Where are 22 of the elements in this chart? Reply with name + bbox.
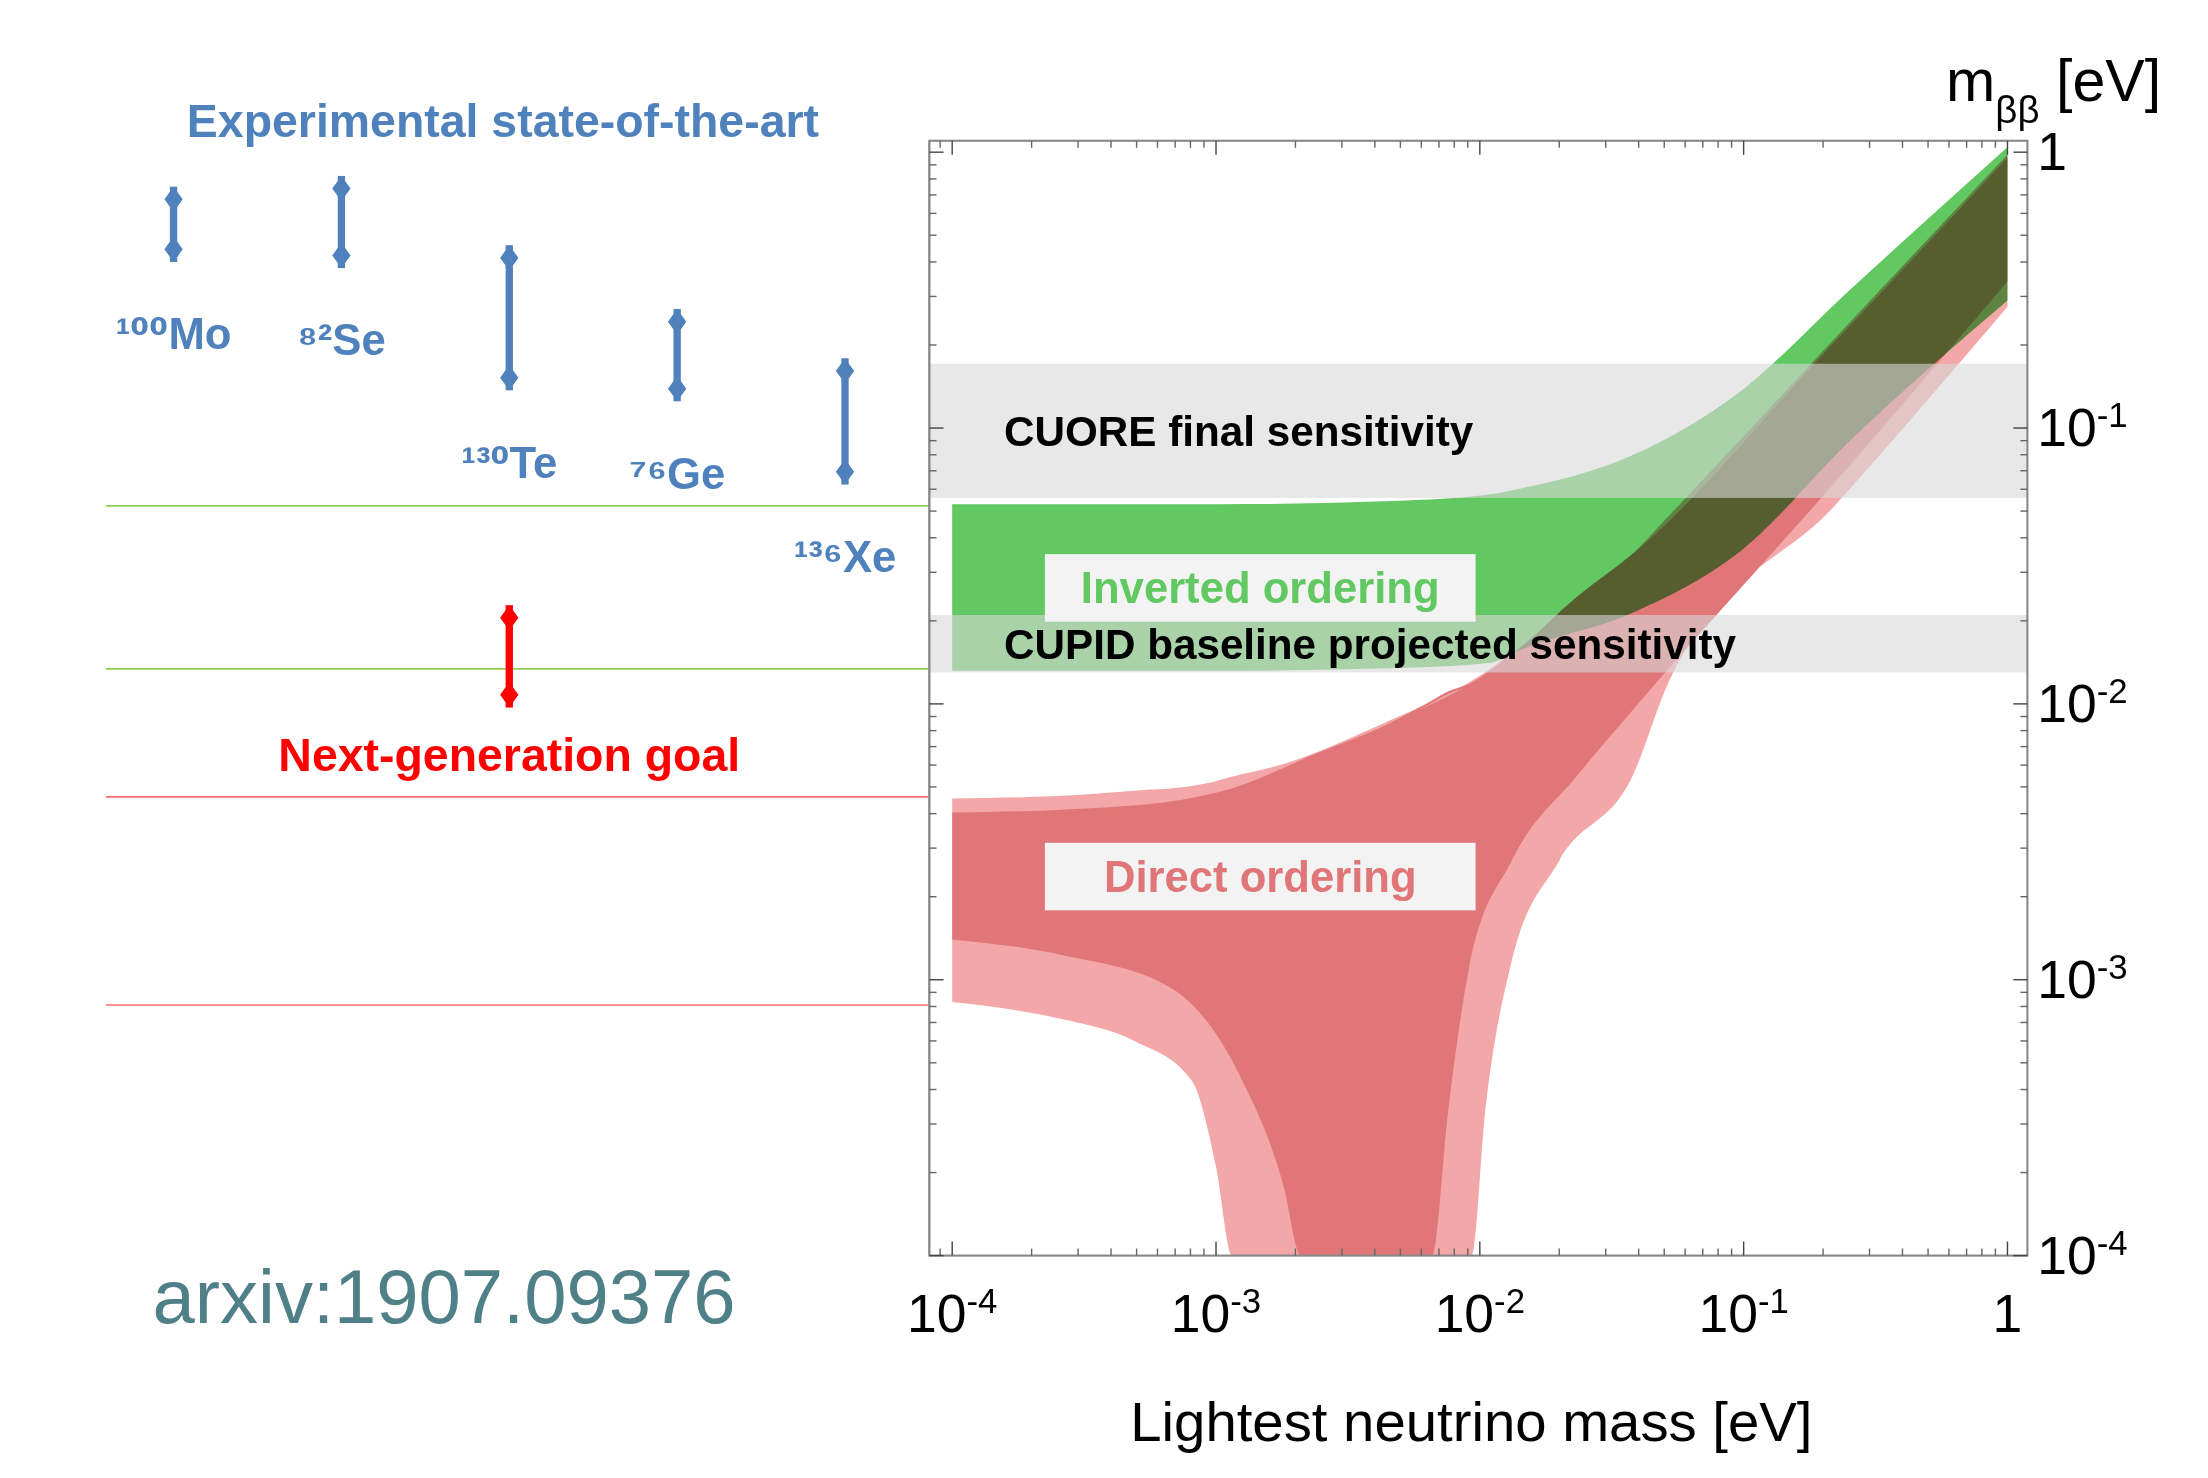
x-tick-label: ¹³⁰Te [461,438,558,487]
series-label: Inverted ordering [1080,564,1440,613]
band-label: CUPID baseline projected sensitivity [1004,621,1737,669]
x-tick-label: ⁸²Se [297,316,386,365]
x-tick-label: 10$^{-1}$ [1698,1281,1789,1343]
x-tick-label: ¹⁰⁰Mo [115,310,232,359]
series-label: Experimental state-of-the-art [186,94,820,147]
x-tick-label: ⁷⁶Ge [628,449,726,498]
legend-label: Next-generation goal [278,728,741,781]
y-tick-label: 10$^{-3}$ [2037,948,2128,1010]
x-tick-label: 1 [1992,1283,2023,1343]
y-tick-label: 10$^{-4}$ [2037,1223,2128,1285]
y-tick-label: 10$^{-2}$ [2037,672,2128,734]
x-tick-label: 10$^{-3}$ [1170,1281,1262,1343]
x-tick-label: ¹³⁶Xe [793,532,897,581]
x-tick-label: 10$^{-4}$ [907,1281,998,1343]
series-label: Direct ordering [1103,853,1417,902]
band-label: CUORE final sensitivity [1004,408,1474,456]
x-axis-title: Lightest neutrino mass [eV] [1130,1390,1813,1454]
annotation: arxiv:1907.09376 [152,1254,736,1340]
x-tick-label: 10$^{-2}$ [1434,1281,1526,1343]
y-tick-label: 10$^{-1}$ [2037,396,2128,458]
